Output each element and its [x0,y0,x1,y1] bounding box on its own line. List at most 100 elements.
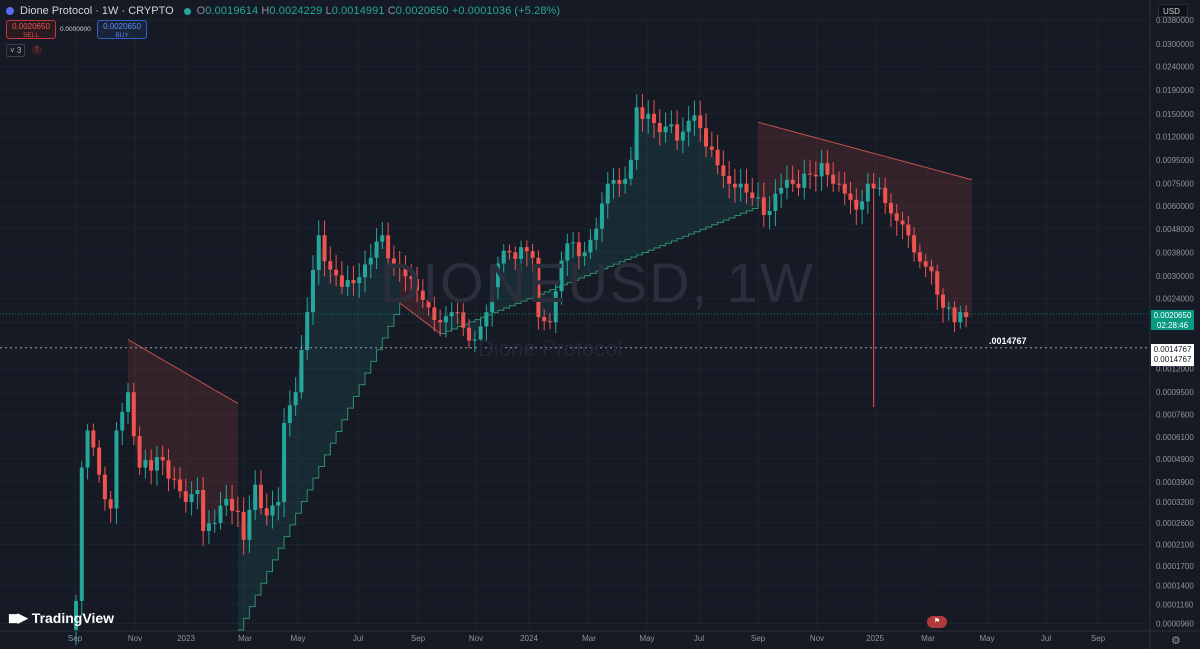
last-price-value: 0.0020650 [1153,311,1192,320]
candle-body [149,460,154,471]
candle-body [438,319,443,323]
y-tick-label: 0.0030000 [1156,272,1194,281]
ohlc-high: 0.0024229 [269,5,323,17]
candle-body [854,199,859,210]
candle-body [860,201,865,210]
candle-body [189,494,194,503]
candle-body [507,250,512,253]
candle-body [565,243,570,261]
y-tick-label: 0.0003200 [1156,498,1194,507]
candle-body [264,508,269,516]
y-tick-label: 0.0012000 [1156,365,1194,374]
sell-label: SELL [23,32,39,39]
candle-body [212,522,217,524]
last-price-badge[interactable]: 0.0020650 02:28:46 [1151,310,1194,330]
candle-body [102,474,107,500]
x-tick-label: Mar [238,634,252,643]
tradingview-logo[interactable]: ◼▶ TradingView [8,610,114,626]
candle-body [97,447,102,475]
candle-body [218,505,223,523]
x-tick-label: Sep [751,634,766,643]
candle-body [183,491,188,503]
candle-body [524,247,529,252]
candle-body [808,173,813,175]
buy-price: 0.0020650 [103,22,141,31]
currency-select[interactable]: USD [1158,4,1188,17]
candle-body [686,120,691,132]
supertrend-up-line [440,206,759,334]
candle-body [842,184,847,194]
name-watermark: Dione Protocol [478,336,623,361]
symbol-title[interactable]: Dione Protocol · 1W · CRYPTO [20,5,174,17]
y-tick-label: 0.0150000 [1156,110,1194,119]
candle-body [784,179,789,188]
candle-body [409,276,414,279]
candle-body [576,242,581,257]
candle-body [114,430,119,509]
candle-body [74,600,78,630]
candle-body [599,203,604,229]
candle-body [941,294,945,308]
candle-body [305,312,310,351]
crosshair-price-2: 0.0014767 [1153,355,1192,364]
candle-body [802,173,807,188]
candle-body [761,197,766,216]
supertrend-down-line [127,339,239,404]
sell-button[interactable]: 0.0020650 SELL [6,20,56,39]
x-tick-label: Nov [810,634,824,643]
candle-body [917,252,922,262]
candle-body [894,213,899,221]
candle-body [270,505,275,516]
candle-body [848,193,853,200]
bar-countdown: 02:28:46 [1156,320,1189,330]
candle-body [79,467,84,601]
candle-body [790,179,795,184]
y-tick-label: 0.0001400 [1156,581,1194,590]
candle-body [646,113,651,119]
candle-body [628,159,633,179]
candle-body [322,235,327,262]
ohlc-close: 0.0020650 [395,5,449,17]
ohlc-high-key: H [261,5,270,17]
candle-body [750,192,755,199]
x-tick-label: Sep [1091,634,1106,643]
y-tick-label: 0.0004900 [1156,455,1194,464]
candle-body [831,174,836,184]
y-tick-label: 0.0038000 [1156,248,1194,257]
candle-body [426,300,431,308]
candle-body [495,263,500,288]
y-tick-label: 0.0060000 [1156,202,1194,211]
candle-body [85,430,90,468]
candle-body [166,460,171,479]
candle-body [363,264,367,278]
y-tick-label: 0.0006100 [1156,433,1194,442]
candle-body [767,210,772,216]
candle-body [657,122,662,133]
candle-body [316,235,321,271]
crosshair-price-1: 0.0014767 [1153,345,1192,354]
y-tick-label: 0.0001700 [1156,562,1194,571]
candle-body [472,339,477,341]
alert-icon[interactable]: ! [32,45,42,55]
candle-body [386,235,391,259]
supertrend-down-line [757,121,973,181]
x-tick-label: 2025 [866,634,884,643]
candle-body [819,163,824,177]
candle-body [709,146,714,150]
ohlc-close-key: C [387,5,396,17]
buy-button[interactable]: 0.0020650 BUY [97,20,147,39]
candle-body [328,261,333,270]
gear-icon[interactable]: ⚙ [1171,635,1181,647]
candle-body [120,411,125,431]
ohlc-open-key: O [196,5,206,17]
us-flag-event-icon[interactable]: ⚑ [927,616,947,628]
candle-body [923,261,928,267]
indicators-toggle[interactable]: ˅ 3 [6,44,26,57]
candle-body [154,456,159,471]
candle-body [900,220,905,225]
candle-body [744,183,749,193]
y-tick-label: 0.0007600 [1156,411,1194,420]
candle-body [756,197,761,199]
x-tick-label: 2023 [177,634,195,643]
